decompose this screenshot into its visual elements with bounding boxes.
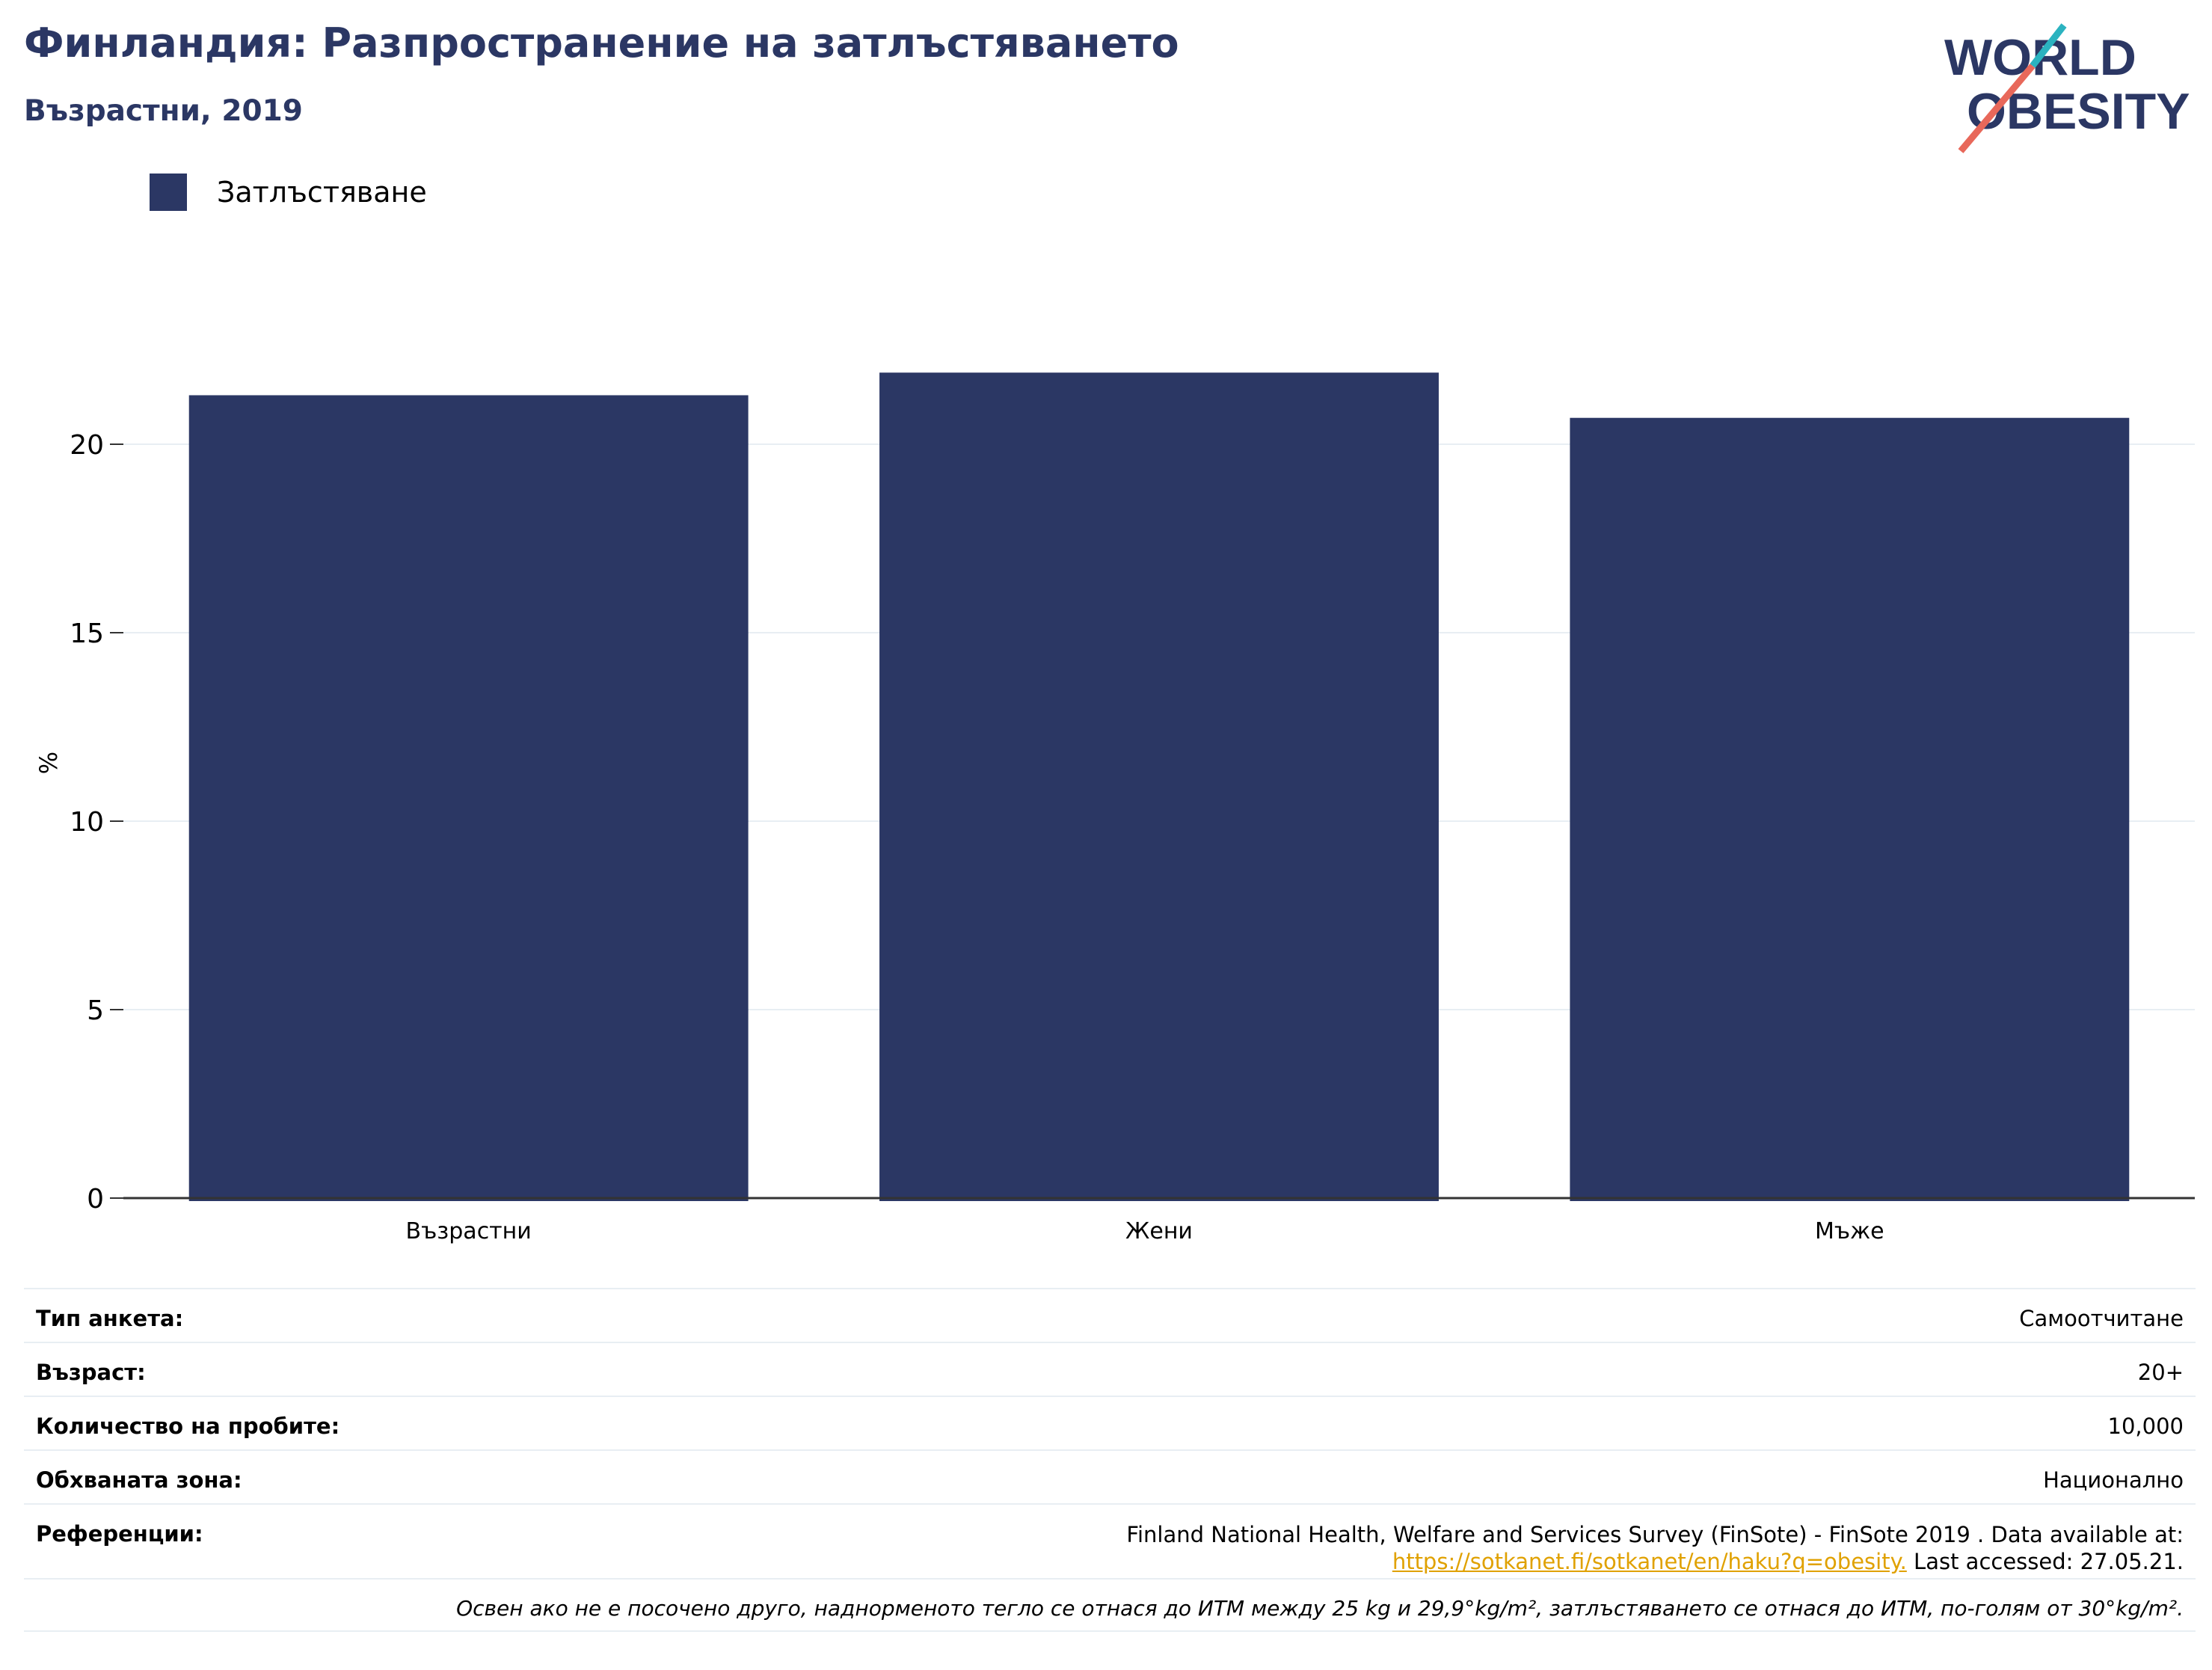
info-table: Тип анкета: Самоотчитане Възраст: 20+ Ко… xyxy=(24,1288,2196,1632)
bar[interactable] xyxy=(1570,417,2130,1201)
sample-value: 10,000 xyxy=(2107,1413,2184,1439)
area-value: Национално xyxy=(2043,1467,2184,1493)
area-label: Обхваната зона: xyxy=(36,1467,242,1493)
legend-swatch xyxy=(150,174,187,211)
page-subtitle: Възрастни, 2019 xyxy=(24,94,303,128)
bar[interactable] xyxy=(188,395,749,1201)
x-category-label: Възрастни xyxy=(406,1218,532,1244)
references-text: Finland National Health, Welfare and Ser… xyxy=(1126,1522,2184,1547)
chart-bars xyxy=(188,372,2130,1201)
logo-slash-coral xyxy=(1958,64,2036,153)
y-tick-label: 10 xyxy=(70,807,104,838)
y-axis-label: % xyxy=(34,752,63,774)
logo-line2: OBESITY xyxy=(1967,83,2190,140)
x-axis-categories: Възрастни Жени Мъже xyxy=(406,1218,1884,1244)
bar-chart: 0 5 10 15 20 Възрастни Жени Мъже % xyxy=(34,372,2195,1244)
logo-slash-teal xyxy=(2030,23,2067,68)
info-row-area: Обхваната зона: Национално xyxy=(24,1449,2196,1503)
references-accessed: Last accessed: 27.05.21. xyxy=(1906,1549,2184,1574)
info-row-survey-type: Тип анкета: Самоотчитане xyxy=(24,1288,2196,1342)
chart-legend: Затлъстяване xyxy=(150,174,427,211)
info-row-sample: Количество на пробите: 10,000 xyxy=(24,1396,2196,1449)
y-tick-label: 20 xyxy=(70,430,104,461)
references-value: Finland National Health, Welfare and Ser… xyxy=(1126,1521,2184,1578)
definition-note: Освен ако не е посочено друго, наднормен… xyxy=(456,1596,2184,1621)
references-link[interactable]: https://sotkanet.fi/sotkanet/en/haku?q=o… xyxy=(1392,1549,1907,1574)
y-axis-ticks: 0 5 10 15 20 xyxy=(70,430,123,1215)
references-label: Референции: xyxy=(36,1521,203,1547)
x-category-label: Жени xyxy=(1125,1218,1193,1244)
survey-type-label: Тип анкета: xyxy=(36,1306,184,1331)
bar[interactable] xyxy=(879,372,1439,1201)
info-row-references: Референции: Finland National Health, Wel… xyxy=(24,1503,2196,1578)
y-tick-label: 0 xyxy=(87,1184,104,1215)
info-row-age: Възраст: 20+ xyxy=(24,1342,2196,1396)
x-category-label: Мъже xyxy=(1815,1218,1884,1244)
info-row-note: Освен ако не е посочено друго, наднормен… xyxy=(24,1578,2196,1632)
y-tick-label: 5 xyxy=(87,995,104,1026)
y-tick-label: 15 xyxy=(70,618,104,649)
age-label: Възраст: xyxy=(36,1360,146,1385)
world-obesity-logo: WORLD OBESITY xyxy=(1944,23,2190,153)
sample-label: Количество на пробите: xyxy=(36,1413,340,1439)
survey-type-value: Самоотчитане xyxy=(2019,1306,2184,1331)
legend-label: Затлъстяване xyxy=(217,176,427,209)
age-value: 20+ xyxy=(2137,1360,2184,1385)
page-title: Финландия: Разпространение на затлъстява… xyxy=(24,19,1179,67)
